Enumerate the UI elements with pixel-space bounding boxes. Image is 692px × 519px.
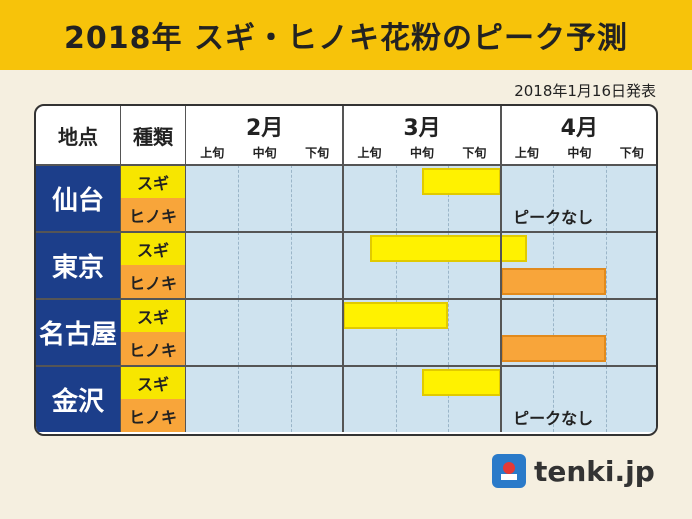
published-date: 2018年1月16日発表: [514, 82, 656, 100]
sugi-peak-bar: [369, 235, 527, 262]
grid-dash: [290, 165, 292, 231]
city-label: 名古屋: [36, 299, 120, 365]
grid-dash: [395, 366, 397, 432]
hinoki-peak-bar: [500, 335, 606, 362]
grid-dash: [238, 165, 240, 231]
month-label: 3月: [403, 116, 441, 141]
period-label: 上旬: [514, 146, 539, 160]
month-divider: [499, 106, 502, 432]
sugi-peak-bar: [422, 369, 501, 396]
grid-dash: [395, 232, 397, 298]
row-divider: [36, 365, 656, 367]
grid-dash: [290, 232, 292, 298]
grid-dash: [290, 366, 292, 432]
sugi-peak-bar: [343, 302, 449, 329]
grid-dash: [448, 232, 450, 298]
grid-dash: [553, 232, 555, 298]
plot-area: [186, 366, 656, 432]
grid-dash: [553, 165, 555, 231]
type-hinoki: ヒノキ: [121, 265, 185, 298]
month-label: 4月: [560, 116, 598, 141]
type-hinoki: ヒノキ: [121, 332, 185, 365]
grid-dash: [553, 366, 555, 432]
header-type: 種類: [133, 124, 173, 149]
hinoki-peak-bar: [500, 268, 606, 295]
header-divider: [36, 164, 656, 166]
type-sugi: スギ: [121, 232, 185, 265]
tenki-logo: tenki.jp: [492, 454, 655, 488]
grid-dash: [605, 366, 607, 432]
plot-area: [186, 165, 656, 231]
period-label: 上旬: [357, 146, 382, 160]
grid-dash: [448, 165, 450, 231]
period-label: 下旬: [462, 146, 487, 160]
grid-dash: [238, 299, 240, 365]
city-label: 仙台: [36, 165, 120, 231]
period-label: 中旬: [409, 146, 434, 160]
grid-dash: [395, 165, 397, 231]
chart-title: 2018年 スギ・ヒノキ花粉のピーク予測: [64, 21, 628, 56]
type-hinoki: ヒノキ: [121, 399, 185, 432]
grid-dash: [553, 299, 555, 365]
tenki-logo-icon: [492, 454, 526, 488]
peak-table: 地点 種類 2月 3月 4月 上旬 中旬 下旬 上旬 中旬 下旬 上旬 中旬 下旬 仙台 スギ ヒノキ ピーク…: [34, 104, 658, 436]
period-label: 下旬: [305, 146, 330, 160]
grid-dash: [605, 299, 607, 365]
grid-dash: [605, 232, 607, 298]
title-bar: 2018年 スギ・ヒノキ花粉のピーク予測: [0, 0, 692, 70]
header-location: 地点: [58, 124, 98, 149]
row-divider: [36, 231, 656, 233]
grid-dash: [448, 299, 450, 365]
month-divider: [342, 106, 345, 432]
period-label: 上旬: [200, 146, 225, 160]
grid-dash: [238, 366, 240, 432]
city-label: 東京: [36, 232, 120, 298]
city-label: 金沢: [36, 366, 120, 432]
type-sugi: スギ: [121, 366, 185, 399]
sugi-peak-bar: [422, 168, 501, 195]
grid-dash: [290, 299, 292, 365]
period-label: 中旬: [252, 146, 277, 160]
grid-dash: [238, 232, 240, 298]
type-sugi: スギ: [121, 165, 185, 198]
type-sugi: スギ: [121, 299, 185, 332]
col-divider: [120, 106, 121, 432]
hinoki-no-peak-note: ピークなし: [513, 208, 594, 227]
row-divider: [36, 298, 656, 300]
hinoki-no-peak-note: ピークなし: [513, 409, 594, 428]
period-label: 中旬: [567, 146, 592, 160]
col-divider: [185, 106, 186, 432]
grid-dash: [605, 165, 607, 231]
period-label: 下旬: [619, 146, 644, 160]
month-label: 2月: [246, 116, 284, 141]
grid-dash: [395, 299, 397, 365]
grid-dash: [448, 366, 450, 432]
type-hinoki: ヒノキ: [121, 198, 185, 231]
brand-text: tenki.jp: [534, 454, 655, 488]
